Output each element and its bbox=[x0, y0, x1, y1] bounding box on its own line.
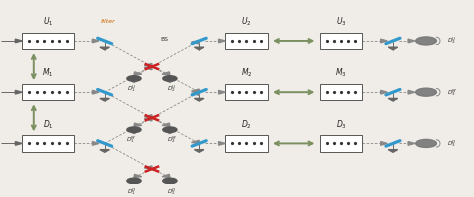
Polygon shape bbox=[381, 142, 387, 145]
Polygon shape bbox=[144, 166, 152, 169]
Text: $D_2^{D}$: $D_2^{D}$ bbox=[167, 186, 177, 197]
Polygon shape bbox=[408, 142, 415, 145]
Polygon shape bbox=[191, 140, 199, 143]
Polygon shape bbox=[92, 142, 99, 145]
Polygon shape bbox=[388, 98, 398, 101]
Polygon shape bbox=[100, 98, 109, 101]
Polygon shape bbox=[194, 98, 204, 101]
Circle shape bbox=[163, 127, 177, 132]
Circle shape bbox=[416, 88, 437, 96]
Polygon shape bbox=[219, 90, 225, 94]
Text: $D_3$: $D_3$ bbox=[336, 118, 346, 131]
Bar bbox=[319, 84, 362, 100]
Polygon shape bbox=[219, 142, 225, 145]
Polygon shape bbox=[194, 150, 204, 152]
Polygon shape bbox=[100, 47, 109, 50]
Text: $M_2$: $M_2$ bbox=[241, 67, 252, 79]
Polygon shape bbox=[162, 174, 170, 177]
Polygon shape bbox=[144, 67, 152, 70]
Polygon shape bbox=[144, 63, 152, 67]
Polygon shape bbox=[162, 123, 170, 126]
Polygon shape bbox=[219, 39, 225, 43]
Polygon shape bbox=[92, 39, 99, 43]
Circle shape bbox=[163, 76, 177, 81]
Text: $D_2^{M}$: $D_2^{M}$ bbox=[167, 135, 177, 145]
Text: $D_2$: $D_2$ bbox=[241, 118, 252, 131]
Text: filter: filter bbox=[101, 19, 116, 24]
Polygon shape bbox=[134, 72, 142, 75]
Text: $D_1^{M}$: $D_1^{M}$ bbox=[127, 135, 137, 145]
Bar bbox=[22, 84, 74, 100]
Polygon shape bbox=[144, 118, 152, 121]
Bar bbox=[319, 135, 362, 152]
Circle shape bbox=[163, 178, 177, 184]
Polygon shape bbox=[162, 72, 170, 75]
Polygon shape bbox=[134, 123, 142, 126]
Text: $D_1$: $D_1$ bbox=[43, 118, 54, 131]
Polygon shape bbox=[15, 142, 22, 145]
Text: $U_3$: $U_3$ bbox=[336, 16, 346, 28]
Polygon shape bbox=[92, 90, 99, 94]
Text: $D_3^M$: $D_3^M$ bbox=[447, 87, 457, 98]
Circle shape bbox=[127, 127, 141, 132]
Polygon shape bbox=[15, 39, 22, 43]
Polygon shape bbox=[191, 41, 199, 44]
Text: BS: BS bbox=[160, 37, 168, 42]
Polygon shape bbox=[408, 39, 415, 43]
Bar bbox=[319, 33, 362, 49]
Polygon shape bbox=[144, 115, 152, 118]
Circle shape bbox=[416, 139, 437, 147]
Text: $D_2^{U}$: $D_2^{U}$ bbox=[167, 83, 177, 94]
Bar bbox=[225, 84, 268, 100]
Text: $U_2$: $U_2$ bbox=[241, 16, 252, 28]
Text: $U_1$: $U_1$ bbox=[43, 16, 53, 28]
Polygon shape bbox=[381, 90, 387, 94]
Circle shape bbox=[416, 37, 437, 45]
Polygon shape bbox=[194, 47, 204, 50]
Polygon shape bbox=[191, 92, 199, 95]
Polygon shape bbox=[100, 150, 109, 152]
Polygon shape bbox=[15, 90, 22, 94]
Text: $M_3$: $M_3$ bbox=[335, 67, 347, 79]
Text: $D_3^D$: $D_3^D$ bbox=[447, 138, 457, 149]
Polygon shape bbox=[388, 47, 398, 50]
Text: $D_3^U$: $D_3^U$ bbox=[447, 35, 456, 46]
Bar bbox=[22, 33, 74, 49]
Bar bbox=[225, 135, 268, 152]
Polygon shape bbox=[191, 89, 199, 92]
Circle shape bbox=[127, 178, 141, 184]
Bar bbox=[22, 135, 74, 152]
Polygon shape bbox=[134, 174, 142, 177]
Polygon shape bbox=[381, 39, 387, 43]
Circle shape bbox=[127, 76, 141, 81]
Polygon shape bbox=[408, 90, 415, 94]
Bar bbox=[225, 33, 268, 49]
Text: $M_1$: $M_1$ bbox=[42, 67, 54, 79]
Text: $D_1^{D}$: $D_1^{D}$ bbox=[127, 186, 137, 197]
Text: $D_1^{U}$: $D_1^{U}$ bbox=[127, 83, 137, 94]
Polygon shape bbox=[388, 150, 398, 152]
